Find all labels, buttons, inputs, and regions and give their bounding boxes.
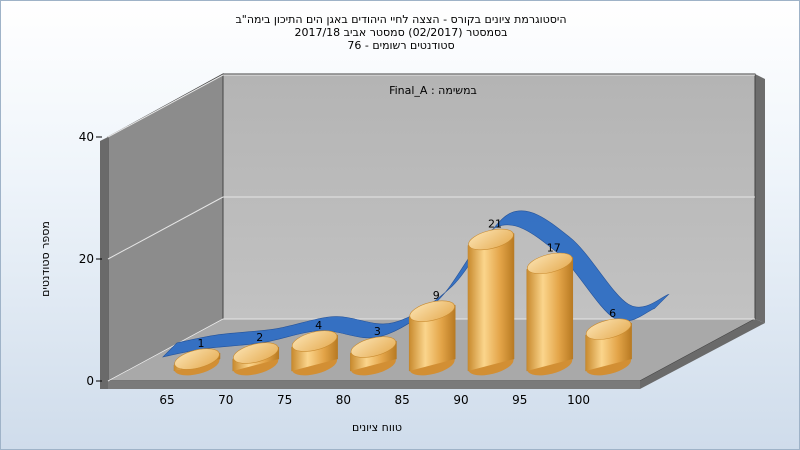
bar-top: [527, 252, 573, 275]
chart-title-line-1: היסטוגרמת ציונים בקורס - הצצה לחיי היהוד…: [235, 13, 566, 26]
right-wall-shadow: [755, 74, 765, 323]
x-tick-label: 95: [512, 393, 527, 407]
data-labels: 1 2 4 3 9 21 17 6: [198, 217, 617, 350]
bar-top: [409, 300, 455, 322]
bar-value-label: 2: [256, 331, 263, 344]
grid-line-left: [107, 318, 224, 382]
floor-right-edge: [640, 319, 765, 389]
bar-top: [585, 318, 632, 340]
y-tick-label: 20: [79, 252, 94, 266]
bar-top: [350, 336, 397, 358]
x-tick-label: 90: [453, 393, 468, 407]
x-tick-label: 80: [336, 393, 351, 407]
task-annotation: במשימה : Final_A: [389, 84, 477, 97]
x-tick-label: 70: [218, 393, 233, 407]
bar-value-label: 21: [488, 217, 502, 230]
grid-line-left: [107, 196, 224, 260]
chart-title-line-2: בסמסטר (02/2017) סמסטר אביב 2017/18: [294, 26, 507, 39]
grid-lines: [107, 74, 755, 382]
bar: [467, 228, 515, 376]
bar: [585, 318, 632, 376]
x-tick-label: 75: [277, 393, 292, 407]
chart-title-line-3: סטודנטים רשומים - 76: [347, 39, 454, 52]
y-axis-label: מספר סטודנטים: [39, 221, 52, 297]
bar-top: [174, 348, 220, 370]
x-axis-label: טווח ציונים: [352, 421, 402, 434]
x-axis-ticks: 65 70 75 80 85 90 95 100: [159, 393, 590, 407]
left-wall-edge: [100, 137, 108, 389]
bar-top: [468, 228, 514, 251]
x-tick-label: 85: [395, 393, 410, 407]
y-tick-label: 40: [79, 130, 94, 144]
bar: [173, 348, 221, 376]
x-tick-label: 100: [567, 393, 590, 407]
bar-value-label: 17: [547, 241, 561, 254]
bar: [350, 336, 397, 376]
bar-top: [233, 342, 279, 364]
grid-line-left: [107, 74, 224, 138]
bar-value-label: 1: [198, 337, 205, 350]
bar: [408, 300, 456, 376]
x-tick-label: 65: [159, 393, 174, 407]
y-axis-ticks: 0 20 40: [79, 130, 102, 388]
bar: [232, 342, 280, 376]
bar-value-label: 9: [433, 289, 440, 302]
bar-value-label: 6: [609, 307, 616, 320]
bar-value-label: 4: [315, 319, 322, 332]
y-tick-label: 0: [86, 374, 94, 388]
bar-body-front: [526, 257, 573, 371]
floor-front-edge: [108, 381, 640, 389]
bar-value-label: 3: [374, 325, 381, 338]
bars: [173, 228, 632, 376]
bar-top: [291, 330, 338, 352]
bar: [526, 252, 574, 376]
bar: [291, 330, 338, 376]
bar-body-front: [468, 233, 514, 371]
